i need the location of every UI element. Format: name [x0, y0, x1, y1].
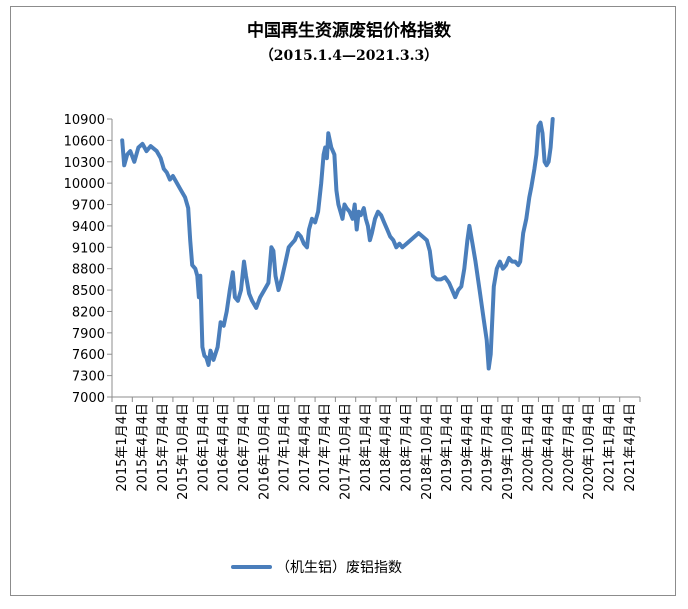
x-tick-label: 2015年4月4日: [135, 403, 150, 492]
y-tick-label: 8500: [72, 284, 105, 299]
y-tick-label: 7300: [72, 370, 105, 385]
x-tick-label: 2019年10月4日: [501, 403, 516, 500]
x-tick-label: 2016年7月4日: [237, 403, 252, 492]
x-tick-label: 2018年4月4日: [379, 403, 394, 492]
series-group: [120, 117, 555, 371]
x-tick-label: 2017年10月4日: [339, 403, 354, 500]
y-tick-label: 10600: [64, 134, 105, 149]
x-tick-label: 2015年7月4日: [156, 403, 171, 492]
y-tick-label: 7000: [72, 391, 105, 406]
chart-title: 中国再生资源废铝价格指数: [247, 20, 452, 41]
y-tick-label: 8200: [72, 305, 105, 320]
legend-label: （机生铝）废铝指数: [276, 560, 402, 576]
y-tick-label: 10000: [64, 177, 105, 192]
x-tick-label: 2017年7月4日: [318, 403, 333, 492]
x-tick-label: 2019年4月4日: [460, 403, 475, 492]
y-tick-label: 10300: [64, 156, 105, 171]
y-tick-label: 7900: [72, 327, 105, 342]
x-tick-label: 2019年1月4日: [440, 403, 455, 492]
x-tick-label: 2021年4月4日: [623, 403, 638, 492]
y-tick-label: 10900: [64, 113, 105, 128]
x-tick-label: 2021年1月4日: [603, 403, 618, 492]
x-axis: 2015年1月4日 2015年4月4日 2015年7月4日 2015年10月4日 201…: [111, 396, 641, 500]
x-tick-label: 2017年4月4日: [298, 403, 313, 492]
x-tick-label: 2018年1月4日: [359, 403, 374, 492]
legend: （机生铝）废铝指数: [231, 560, 402, 576]
y-tick-label: 9400: [72, 220, 105, 235]
x-tick-label: 2016年10月4日: [257, 403, 272, 500]
x-tick-label: 2015年10月4日: [176, 403, 191, 500]
series-line: [120, 117, 555, 371]
x-tick-label: 2020年4月4日: [542, 403, 557, 492]
y-tick-label: 9100: [72, 241, 105, 256]
x-tick-label: 2017年1月4日: [278, 403, 293, 492]
chart-frame: [10, 6, 676, 596]
y-axis: 10900 10600 10300 10000 9700 9400 9100 8800 8500…: [64, 113, 113, 406]
y-tick-label: 7600: [72, 348, 105, 363]
x-tick-label: 2020年1月4日: [521, 403, 536, 492]
y-tick-label: 9700: [72, 199, 105, 214]
chart-subtitle: （2015.1.4—2021.3.3）: [260, 48, 438, 64]
x-tick-label: 2015年1月4日: [115, 403, 130, 492]
x-tick-label: 2020年10月4日: [582, 403, 597, 500]
x-tick-label: 2019年7月4日: [481, 403, 496, 492]
x-tick-label: 2018年7月4日: [399, 403, 414, 492]
x-tick-label: 2016年4月4日: [217, 403, 232, 492]
x-tick-label: 2016年1月4日: [196, 403, 211, 492]
y-tick-label: 8800: [72, 263, 105, 278]
x-tick-label: 2018年10月4日: [420, 403, 435, 500]
x-tick-label: 2020年7月4日: [562, 403, 577, 492]
